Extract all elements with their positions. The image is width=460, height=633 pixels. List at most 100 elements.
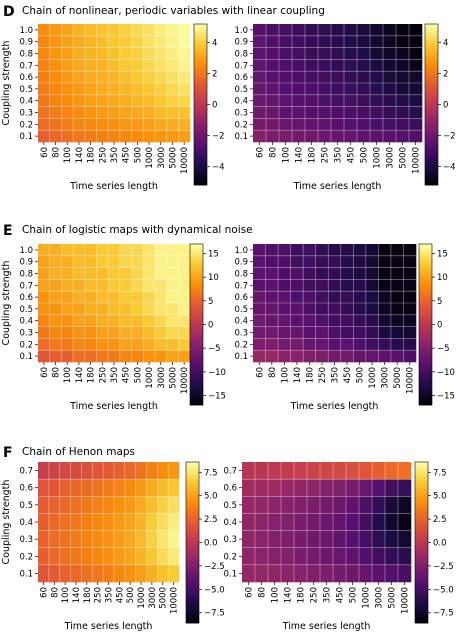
- heatmap-cell: [166, 267, 179, 280]
- heatmap-cell: [146, 479, 158, 497]
- colorbar-segment: [419, 400, 432, 404]
- x-tick-label: 350: [334, 147, 344, 163]
- heatmap-cell: [242, 530, 256, 549]
- heatmap-cell: [396, 94, 410, 107]
- colorbar-segment: [419, 366, 432, 370]
- x-tick-label: 250: [318, 367, 328, 383]
- x-tick-label: 100: [280, 367, 290, 383]
- heatmap-cell: [113, 496, 126, 514]
- heatmap-cell: [268, 513, 282, 531]
- colorbar-segment: [419, 364, 432, 368]
- colorbar-segment: [194, 150, 207, 154]
- heatmap-left: 0.1 0.20.3 0.4 0.5 0.6 0.70.8 0.9 1.0 60 80 100 140…: [1, 23, 225, 192]
- colorbar-segment: [425, 40, 438, 43]
- heatmap-cell: [279, 71, 293, 84]
- heatmap-cell: [359, 530, 373, 549]
- heatmap-cell: [143, 255, 156, 268]
- colorbar-segment: [190, 262, 203, 265]
- colorbar-segment: [194, 142, 207, 146]
- colorbar-segment: [419, 326, 432, 329]
- heatmap-cell: [84, 338, 97, 351]
- heatmap-cell: [357, 35, 371, 48]
- colorbar-segment: [415, 480, 428, 483]
- heatmap-cell: [292, 106, 306, 119]
- colorbar-segment: [186, 484, 199, 487]
- heatmap-cell: [92, 479, 104, 497]
- y-tick-label: 0.1: [234, 352, 248, 362]
- heatmap-cell: [38, 496, 50, 514]
- heatmap-cell: [92, 513, 104, 531]
- colorbar-segment: [419, 344, 432, 348]
- x-tick-label: 100: [61, 587, 71, 603]
- heatmap-cell: [131, 94, 144, 107]
- heatmap-cell: [84, 130, 97, 143]
- heatmap-cell: [131, 279, 144, 292]
- colorbar-segment: [190, 326, 203, 329]
- heatmap-cell: [390, 350, 404, 363]
- heatmap-cell: [49, 291, 62, 304]
- heatmap-cell: [255, 513, 269, 531]
- heatmap-cell: [290, 255, 304, 268]
- heatmap-cell: [84, 244, 97, 257]
- heatmap-cell: [84, 47, 97, 60]
- colorbar-segment: [425, 82, 438, 85]
- heatmap-cell: [292, 71, 306, 84]
- colorbar-segment: [190, 308, 203, 311]
- heatmap-cell: [96, 326, 109, 339]
- heatmap-cell: [70, 496, 82, 514]
- heatmap-cell: [73, 35, 86, 48]
- colorbar-segment: [425, 88, 438, 91]
- heatmap-cell: [154, 338, 167, 351]
- colorbar-segment: [190, 288, 203, 291]
- colorbar-segment: [190, 310, 203, 313]
- heatmap-cell: [70, 513, 82, 531]
- heatmap-cell: [268, 530, 282, 549]
- heatmap-cell: [253, 83, 267, 96]
- heatmap-cell: [178, 118, 191, 131]
- colorbar-segment: [425, 170, 438, 174]
- colorbar-segment: [194, 86, 207, 89]
- heatmap-cell: [73, 255, 86, 268]
- heatmap-cell: [108, 326, 121, 339]
- heatmap-cell: [119, 130, 132, 143]
- heatmap-cell: [73, 244, 86, 257]
- heatmap-cell: [59, 530, 71, 549]
- colorbar-segment: [425, 98, 438, 101]
- colorbar-segment: [186, 536, 199, 539]
- colorbar-segment: [419, 332, 432, 335]
- heatmap-cell: [154, 94, 167, 107]
- heatmap-cell: [49, 71, 62, 84]
- heatmap-cell: [119, 267, 132, 280]
- heatmap-cell: [131, 24, 144, 37]
- colorbar-segment: [190, 324, 203, 327]
- heatmap-cell: [398, 496, 412, 514]
- heatmap-cell: [340, 267, 354, 280]
- colorbar-segment: [425, 122, 438, 126]
- x-axis-label: Time series length: [293, 181, 382, 192]
- heatmap-cell: [143, 35, 156, 48]
- colorbar-segment: [186, 548, 199, 551]
- colorbar-segment: [190, 352, 203, 356]
- heatmap-cell: [253, 267, 266, 280]
- x-tick-label: 450: [347, 147, 357, 163]
- colorbar-segment: [194, 30, 207, 33]
- colorbar-segment: [415, 574, 428, 578]
- heatmap-cell: [292, 47, 306, 60]
- heatmap-cell: [328, 267, 342, 280]
- heatmap-cell: [96, 303, 109, 316]
- colorbar-segment: [190, 374, 203, 378]
- colorbar-segment: [415, 488, 428, 491]
- colorbar-segment: [419, 300, 432, 303]
- heatmap-cell: [290, 279, 304, 292]
- colorbar-segment: [194, 124, 207, 128]
- colorbar-segment: [415, 608, 428, 612]
- colorbar-segment: [415, 586, 428, 590]
- colorbar-segment: [190, 366, 203, 370]
- colorbar-segment: [425, 126, 438, 130]
- heatmap-cell: [61, 71, 74, 84]
- y-tick-label: 0.4: [234, 97, 248, 107]
- heatmap-cell: [357, 118, 371, 131]
- heatmap-cell: [242, 496, 256, 514]
- heatmap-cell: [73, 130, 86, 143]
- colorbar-segment: [190, 250, 203, 253]
